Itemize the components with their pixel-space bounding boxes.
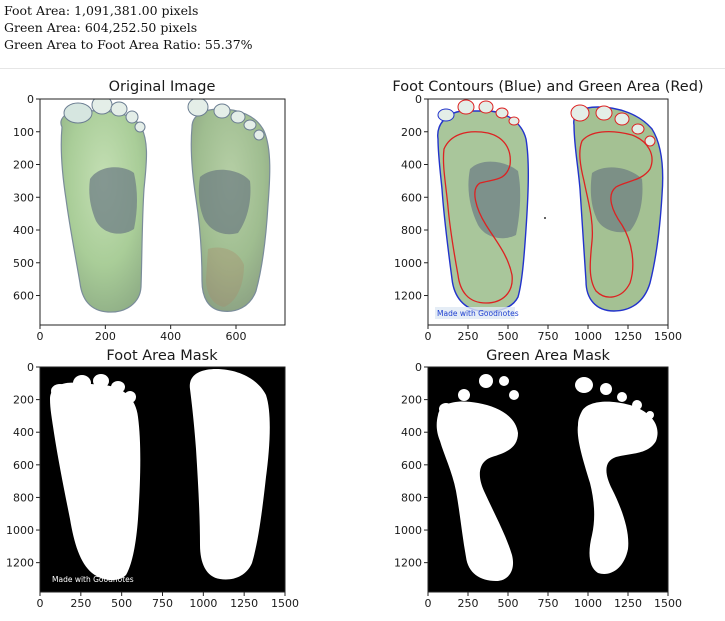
figure-panel: Original Image Foot Contours (Blue) and … (0, 68, 725, 621)
y-tick-label-0-2: 200 (13, 159, 34, 172)
panel-title-foot-mask: Foot Area Mask (106, 348, 218, 364)
x-tick-label-0-3: 600 (226, 330, 247, 343)
x-tick-label-3-1: 250 (458, 597, 479, 610)
y-tick-label-0-5: 500 (13, 257, 34, 270)
y-tick-label-1-6: 1200 (394, 290, 422, 303)
y-tick-label-2-0: 0 (27, 361, 34, 374)
x-tick-label-3-0: 0 (425, 597, 432, 610)
green-area-text: Green Area: 604,252.50 pixels (4, 20, 198, 35)
x-tick-label-1-0: 0 (425, 330, 432, 343)
foot-area-text: Foot Area: 1,091,381.00 pixels (4, 3, 199, 18)
right-foot-mask (189, 369, 270, 580)
panel-title-green-mask: Green Area Mask (486, 348, 610, 364)
y-tick-label-1-3: 600 (401, 191, 422, 204)
y-tick-label-1-4: 800 (401, 224, 422, 237)
y-tick-label-1-0: 0 (415, 93, 422, 106)
y-tick-label-0-3: 300 (13, 191, 34, 204)
y-tick-label-1-5: 1000 (394, 257, 422, 270)
x-tick-label-2-5: 1250 (230, 597, 258, 610)
x-tick-label-3-2: 500 (498, 597, 519, 610)
left-foot-photo (60, 99, 148, 313)
y-tick-label-2-4: 800 (13, 491, 34, 504)
x-tick-label-3-4: 1000 (574, 597, 602, 610)
contours-panel: Made with Goodnotes (428, 99, 668, 325)
x-tick-label-3-6: 1500 (654, 597, 682, 610)
watermark-foot-mask: Made with Goodnotes (52, 575, 134, 584)
axes-frame-0 (39, 98, 286, 326)
x-tick-label-3-5: 1250 (614, 597, 642, 610)
y-tick-label-3-0: 0 (415, 361, 422, 374)
right-foot-contour-photo (570, 104, 664, 312)
left-foot-contour-photo (437, 99, 530, 313)
x-tick-label-1-4: 1000 (574, 330, 602, 343)
x-tick-label-2-4: 1000 (189, 597, 217, 610)
y-tick-label-0-6: 600 (13, 290, 34, 303)
ratio-text: Green Area to Foot Area Ratio: 55.37% (4, 37, 253, 52)
left-green-mask (436, 374, 519, 581)
y-tick-label-2-6: 1200 (6, 557, 34, 570)
x-tick-label-2-3: 750 (152, 597, 173, 610)
x-tick-label-2-1: 250 (70, 597, 91, 610)
x-tick-label-0-0: 0 (37, 330, 44, 343)
x-tick-label-1-5: 1250 (614, 330, 642, 343)
y-tick-label-0-1: 100 (13, 126, 34, 139)
green-mask-panel (428, 367, 668, 592)
watermark-contours: Made with Goodnotes (437, 309, 519, 318)
y-tick-label-2-1: 200 (13, 394, 34, 407)
x-tick-label-1-1: 250 (458, 330, 479, 343)
y-tick-label-1-1: 200 (401, 126, 422, 139)
x-tick-label-3-3: 750 (538, 597, 559, 610)
x-tick-label-2-0: 0 (37, 597, 44, 610)
axes-layer: 0 200 400 600 0 100 200 300 400 500 600 0 250 500 750 1… (6, 93, 682, 610)
x-tick-label-1-3: 750 (538, 330, 559, 343)
y-tick-label-3-1: 200 (401, 394, 422, 407)
x-tick-label-1-6: 1500 (654, 330, 682, 343)
y-tick-label-2-2: 400 (13, 426, 34, 439)
right-green-mask (575, 377, 658, 574)
x-tick-label-0-2: 400 (160, 330, 181, 343)
x-tick-label-1-2: 500 (498, 330, 519, 343)
y-tick-label-3-3: 600 (401, 459, 422, 472)
y-tick-label-3-5: 1000 (394, 524, 422, 537)
right-foot-photo (187, 99, 271, 312)
y-tick-label-1-2: 400 (401, 159, 422, 172)
x-tick-label-2-2: 500 (111, 597, 132, 610)
x-tick-label-0-1: 200 (95, 330, 116, 343)
y-tick-label-0-4: 400 (13, 224, 34, 237)
x-tick-label-2-6: 1500 (271, 597, 299, 610)
y-tick-label-2-5: 1000 (6, 524, 34, 537)
y-tick-label-3-2: 400 (401, 426, 422, 439)
y-tick-label-2-3: 600 (13, 459, 34, 472)
original-image-panel (40, 99, 285, 325)
y-tick-label-3-4: 800 (401, 491, 422, 504)
area-statistics: Foot Area: 1,091,381.00 pixels Green Are… (4, 2, 253, 53)
left-foot-mask (50, 374, 141, 581)
foot-mask-panel: Made with Goodnotes (40, 367, 285, 592)
y-tick-label-3-6: 1200 (394, 557, 422, 570)
panel-title-original: Original Image (109, 79, 216, 95)
y-tick-label-0-0: 0 (27, 93, 34, 106)
panel-title-contours: Foot Contours (Blue) and Green Area (Red… (392, 79, 703, 95)
figure-svg: Original Image Foot Contours (Blue) and … (6, 79, 704, 610)
